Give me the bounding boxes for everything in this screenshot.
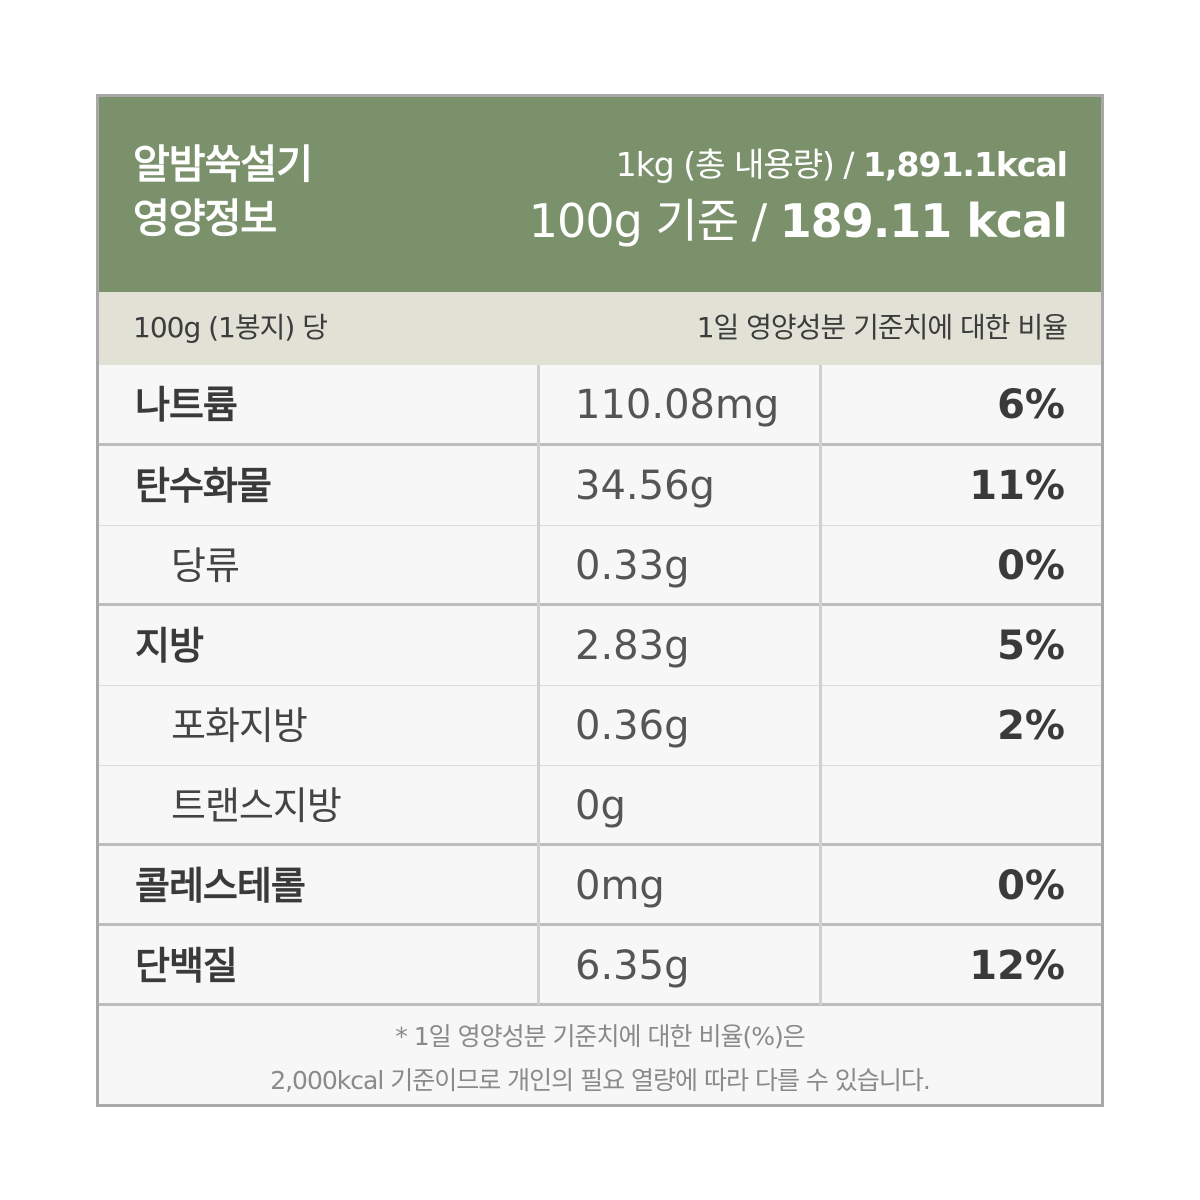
nutrient-row-sugars: 당류 0.33g 0%	[99, 526, 1101, 606]
nutrient-row-trans-fat: 트랜스지방 0g	[99, 766, 1101, 846]
nutrient-row-protein: 단백질 6.35g 12%	[99, 926, 1101, 1006]
nutrient-percent: 5%	[997, 623, 1065, 669]
row-divider	[99, 525, 1101, 526]
column-divider	[819, 365, 822, 1005]
nutrition-facts-panel: 알밤쑥설기 영양정보 1kg (총 내용량) / 1,891.1kcal 100…	[96, 94, 1104, 1107]
table-bottom-divider	[99, 1003, 1101, 1006]
footnote: * 1일 영양성분 기준치에 대한 비율(%)은 2,000kcal 기준이므로…	[99, 1005, 1101, 1104]
nutrient-amount: 110.08mg	[575, 382, 780, 428]
nutrient-name: 단백질	[135, 944, 238, 988]
nutrient-name: 나트륨	[135, 383, 238, 427]
nutrient-name: 탄수화물	[135, 464, 272, 508]
nutrient-percent: 11%	[969, 463, 1065, 509]
table-subheader: 100g (1봉지) 당 1일 영양성분 기준치에 대한 비율	[99, 292, 1101, 365]
nutrient-percent: 12%	[969, 943, 1065, 989]
nutrient-row-sodium: 나트륨 110.08mg 6%	[99, 365, 1101, 445]
nutrient-name: 트랜스지방	[171, 784, 342, 828]
nutrient-amount: 0.36g	[575, 703, 690, 749]
nutrient-row-fat: 지방 2.83g 5%	[99, 606, 1101, 686]
nutrient-amount: 6.35g	[575, 943, 690, 989]
row-divider	[99, 603, 1101, 606]
daily-value-label: 1일 영양성분 기준치에 대한 비율	[696, 311, 1068, 344]
footnote-line-1: * 1일 영양성분 기준치에 대한 비율(%)은	[395, 1022, 805, 1051]
row-divider	[99, 843, 1101, 846]
nutrient-amount: 0g	[575, 783, 626, 829]
basis-calories: 100g 기준 / 189.11 kcal	[528, 191, 1068, 251]
nutrient-name: 지방	[135, 624, 204, 668]
product-name: 알밤쑥설기	[133, 142, 313, 188]
nutrient-row-cholesterol: 콜레스테롤 0mg 0%	[99, 846, 1101, 926]
total-kcal-value: 1,891.1kcal	[863, 145, 1068, 184]
nutrition-info-title: 영양정보	[133, 196, 277, 242]
nutrient-name: 당류	[171, 544, 240, 588]
nutrient-row-carbohydrate: 탄수화물 34.56g 11%	[99, 446, 1101, 526]
row-divider	[99, 923, 1101, 926]
nutrient-percent: 6%	[997, 382, 1065, 428]
column-divider	[537, 365, 540, 1005]
row-divider	[99, 685, 1101, 686]
basis-label: 100g 기준 /	[528, 194, 780, 248]
footnote-line-2: 2,000kcal 기준이므로 개인의 필요 열량에 따라 다를 수 있습니다.	[270, 1066, 931, 1095]
nutrient-name: 포화지방	[171, 704, 308, 748]
nutrient-row-saturated-fat: 포화지방 0.36g 2%	[99, 686, 1101, 766]
nutrition-header: 알밤쑥설기 영양정보 1kg (총 내용량) / 1,891.1kcal 100…	[99, 97, 1101, 292]
nutrient-amount: 0mg	[575, 863, 665, 909]
nutrient-percent: 2%	[997, 703, 1065, 749]
nutrient-amount: 2.83g	[575, 623, 690, 669]
total-content-label: 1kg (총 내용량) /	[615, 145, 864, 184]
serving-size-label: 100g (1봉지) 당	[133, 311, 328, 344]
total-calories: 1kg (총 내용량) / 1,891.1kcal	[615, 143, 1068, 187]
nutrient-name: 콜레스테롤	[135, 864, 306, 908]
nutrient-amount: 34.56g	[575, 463, 715, 509]
nutrient-percent: 0%	[997, 543, 1065, 589]
row-divider	[99, 443, 1101, 446]
nutrient-amount: 0.33g	[575, 543, 690, 589]
row-divider	[99, 765, 1101, 766]
nutrient-percent: 0%	[997, 863, 1065, 909]
basis-kcal-value: 189.11 kcal	[779, 194, 1068, 248]
